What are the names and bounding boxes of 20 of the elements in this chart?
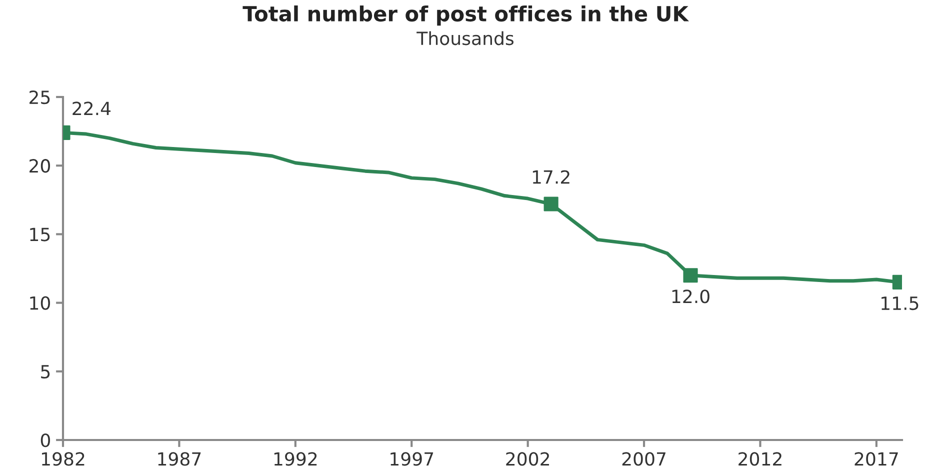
x-tick-label: 1992 [274,452,317,466]
y-tick-label: 25 [30,90,50,104]
data-label: 22.4 [72,102,111,116]
data-label: 11.5 [882,296,918,310]
y-tick-label: 15 [30,228,50,242]
x-tick-label: 1982 [42,452,84,466]
chart-title: Total number of post offices in the UK [242,5,690,26]
x-tick-label: 1987 [158,452,201,466]
x-tick-label: 2007 [622,452,666,466]
y-tick-label: 10 [30,296,50,310]
x-tick-label: 2002 [506,452,549,466]
y-tick-label: 0 [40,433,50,448]
data-label: 12.0 [672,290,710,304]
x-tick-label: 2017 [854,452,898,466]
y-tick-label: 20 [30,159,50,173]
x-tick-label: 2012 [738,452,782,466]
y-tick-label: 5 [41,365,50,379]
chart-subtitle: Thousands [416,31,514,46]
data-label: 17.2 [532,170,570,184]
x-tick-label: 1997 [390,452,434,466]
